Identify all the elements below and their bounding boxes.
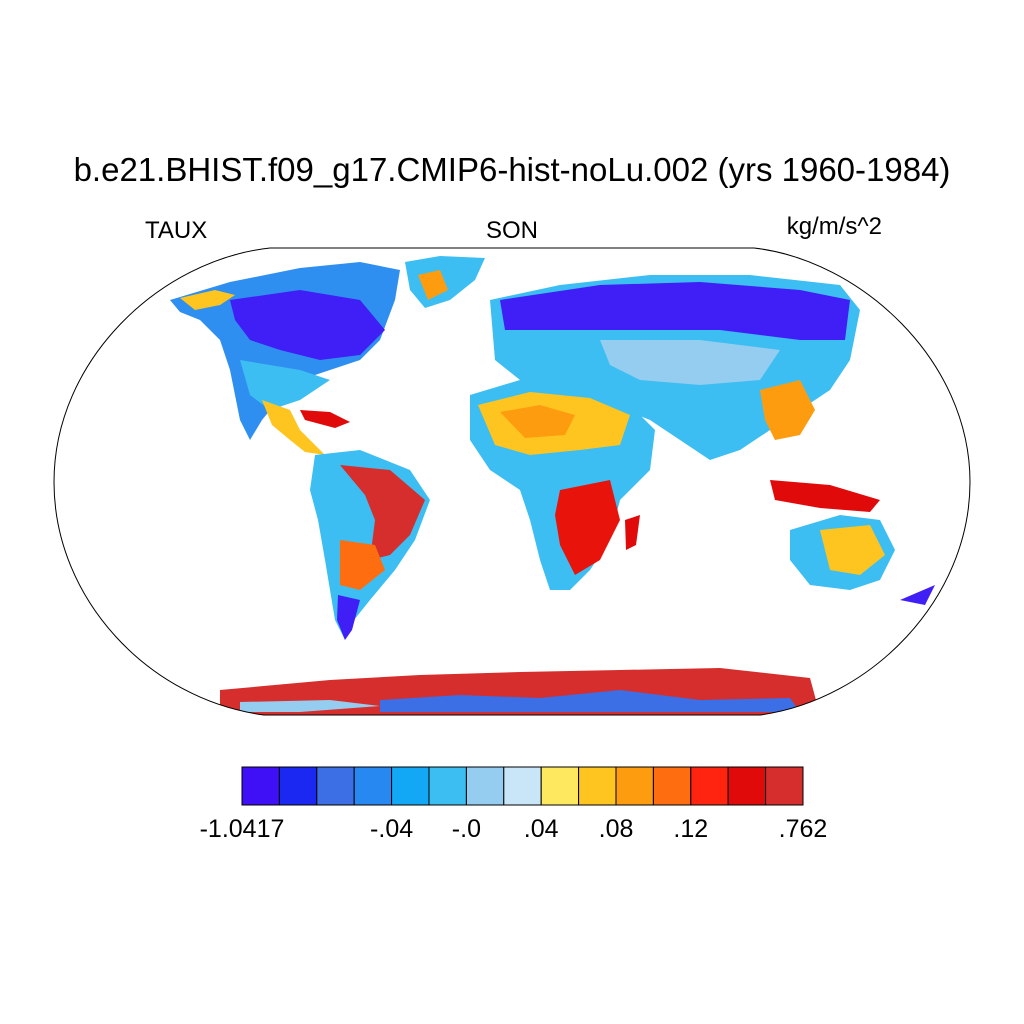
central-america-land <box>262 400 325 455</box>
colorbar-swatch <box>615 766 654 806</box>
colorbar-swatch <box>241 766 280 806</box>
colorbar-tick-label: .12 <box>673 815 709 843</box>
alaska-warm <box>180 290 235 310</box>
units-label: kg/m/s^2 <box>786 213 882 240</box>
colorbar-swatch <box>503 766 542 806</box>
colorbar-swatch <box>690 766 729 806</box>
new-zealand-low <box>900 585 935 605</box>
sahara-orange-core <box>500 405 575 438</box>
colorbar-tick-label: .04 <box>523 815 559 843</box>
amazon-red <box>340 465 425 560</box>
colorbar-swatch <box>316 766 355 806</box>
colorbar-swatch <box>428 766 467 806</box>
colorbar-swatch <box>652 766 692 806</box>
madagascar-red <box>625 515 640 550</box>
colorbar-swatch <box>540 766 580 806</box>
greenland-warm <box>418 270 448 300</box>
antarctica-light-band <box>240 700 380 712</box>
canada-low-band <box>230 290 385 360</box>
siberia-low-band <box>500 282 850 340</box>
colorbar-swatch <box>578 766 617 806</box>
colorbar-swatch <box>765 766 804 806</box>
colorbar-tick-label: -.04 <box>370 815 414 843</box>
us-mid-band <box>240 360 330 410</box>
maritime-asia-red <box>770 480 880 512</box>
colorbar-swatch <box>278 766 318 806</box>
caribbean-red <box>300 410 350 428</box>
east-asia-red <box>760 380 815 440</box>
colorbar-swatch <box>727 766 767 806</box>
colorbar-swatch <box>353 766 393 806</box>
southern-africa-red <box>555 480 620 575</box>
colorbar-tick-label: -.0 <box>451 815 481 843</box>
land-fill-group <box>170 256 935 715</box>
patagonia-low <box>337 595 360 640</box>
figure-title: b.e21.BHIST.f09_g17.CMIP6-hist-noLu.002 … <box>73 151 951 188</box>
season-label: SON <box>485 217 539 244</box>
greenland-land <box>405 256 485 308</box>
australia-warm <box>820 525 885 575</box>
colorbar-swatch <box>391 766 430 806</box>
central-asia-mid <box>600 340 780 385</box>
map-boundary <box>53 247 971 716</box>
south-america-orange <box>340 540 385 590</box>
colorbar-tick-label: .762 <box>778 815 828 843</box>
antarctica-blue-band <box>380 690 800 712</box>
variable-label: TAUX <box>145 217 208 244</box>
colorbar-tick-label: .08 <box>598 815 634 843</box>
colorbar-swatch <box>465 766 505 806</box>
colorbar-tick-label: -1.0417 <box>199 815 285 843</box>
